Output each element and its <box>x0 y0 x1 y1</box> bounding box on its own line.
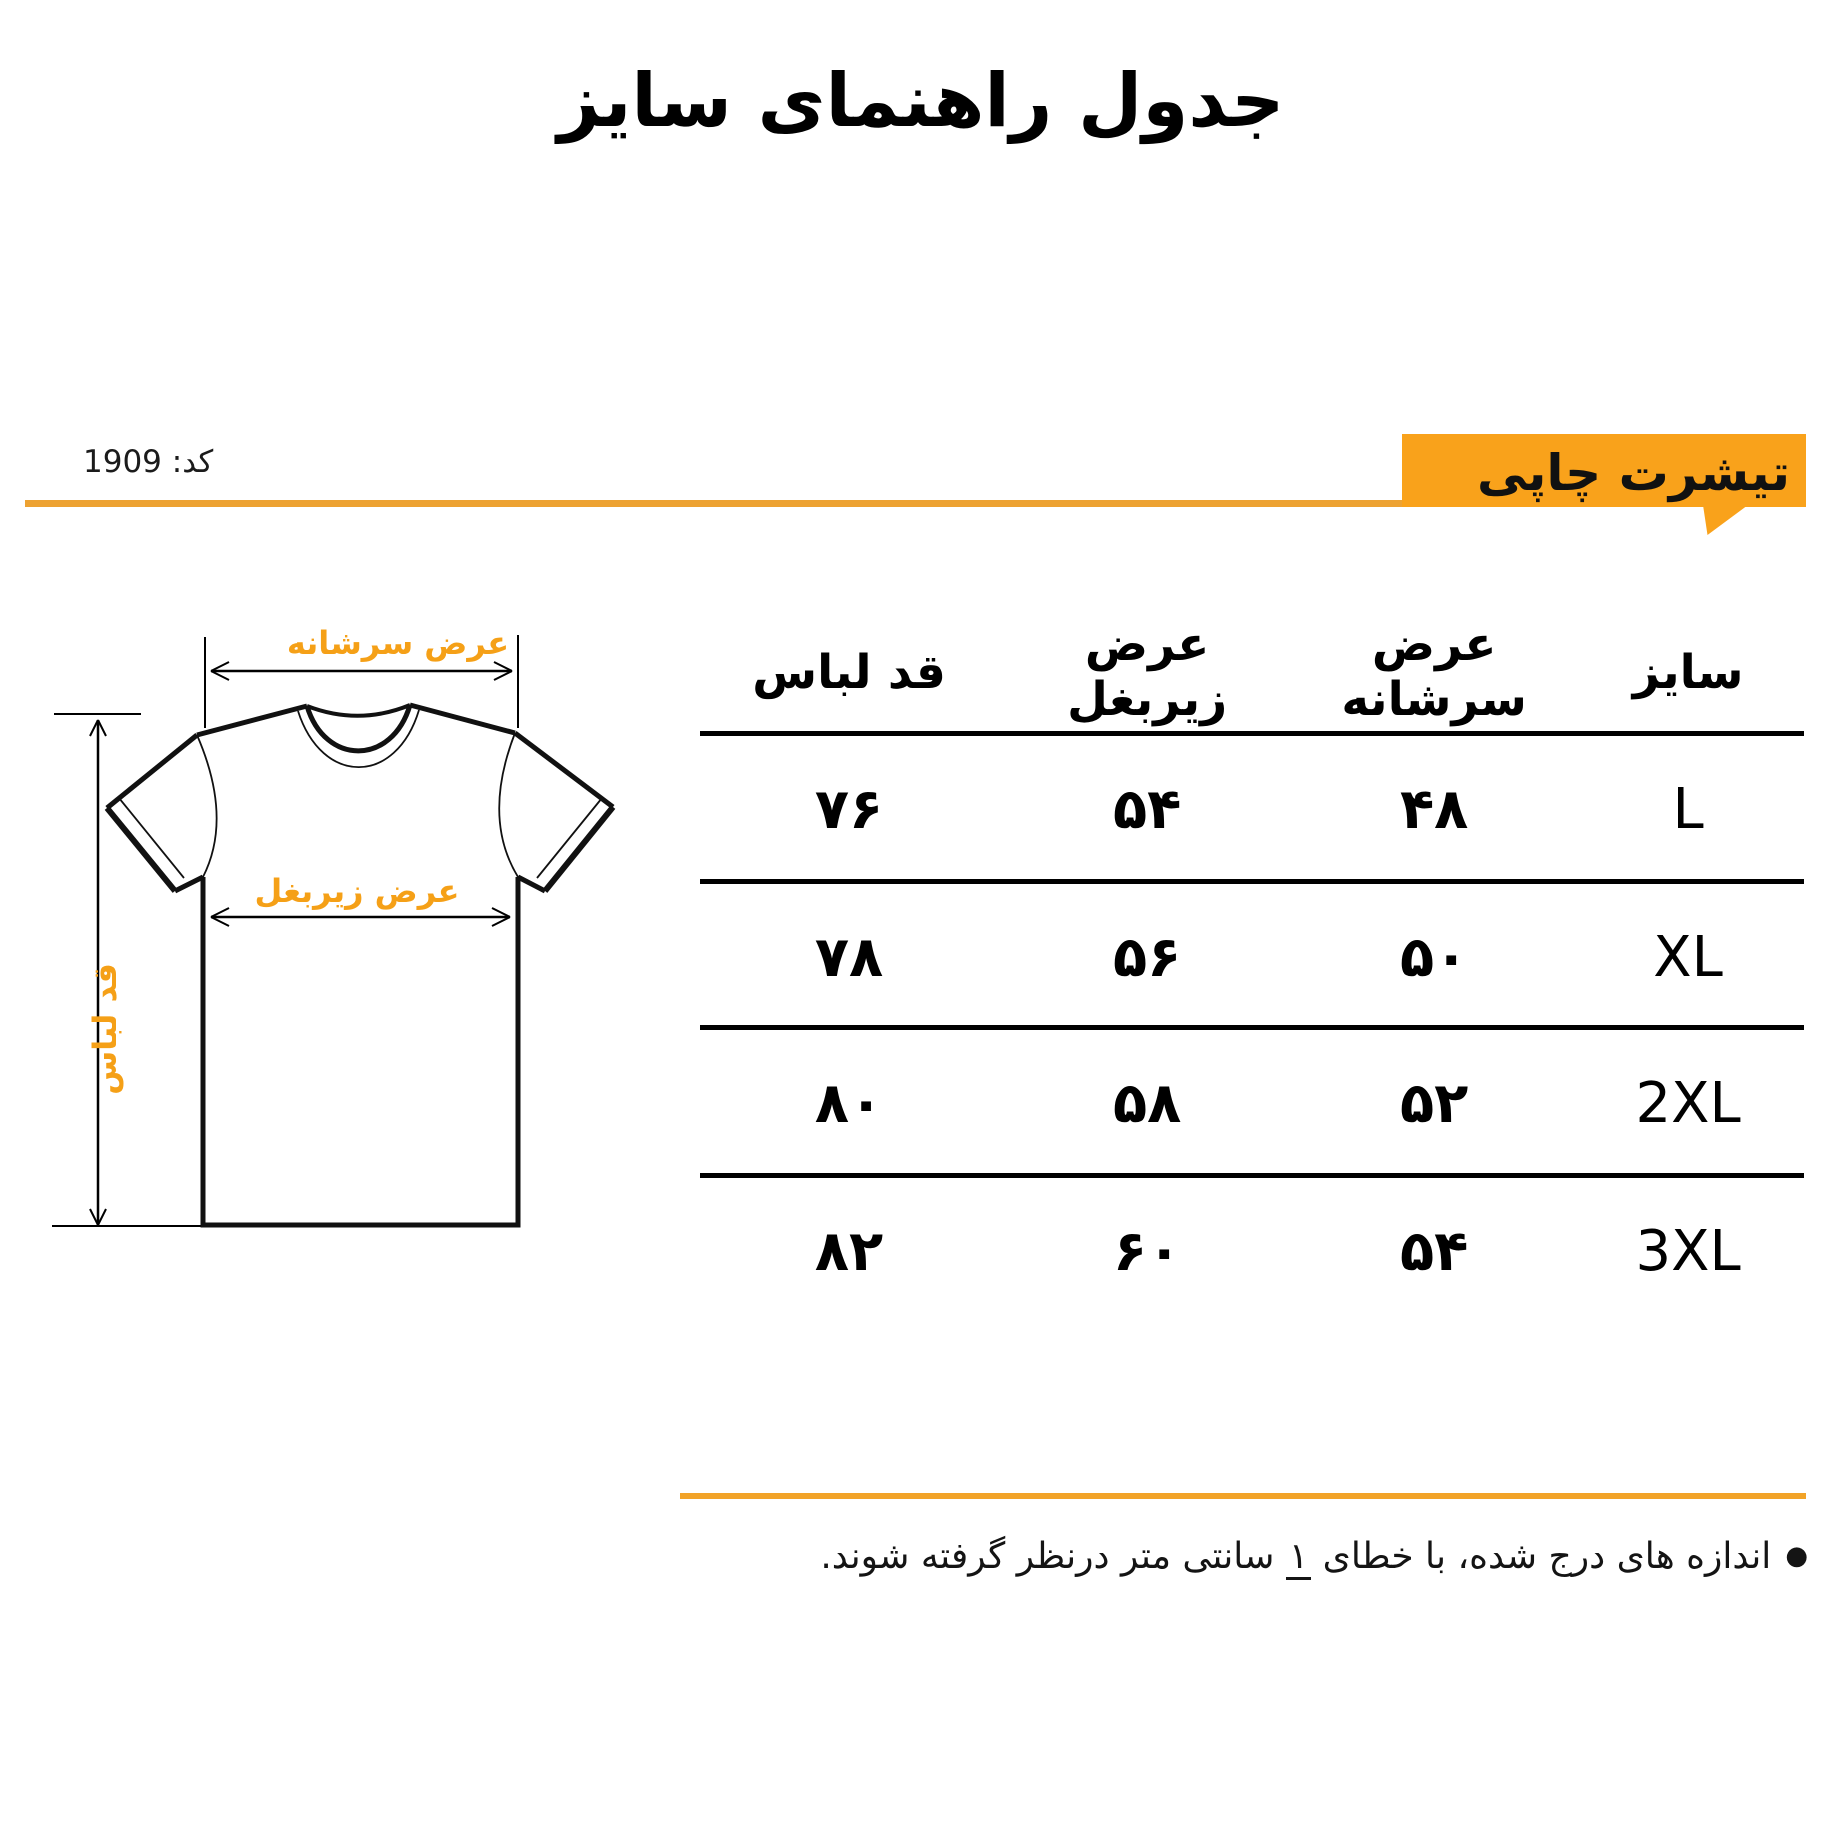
note-text-after: سانتی متر درنظر گرفته شوند. <box>820 1536 1286 1577</box>
table-row: L ۴۸ ۵۴ ۷۶ <box>700 736 1804 883</box>
header-length: قد لباس <box>752 644 946 700</box>
tshirt-outline-svg <box>52 635 616 1228</box>
table-row: 2XL ۵۲ ۵۸ ۸۰ <box>700 1030 1804 1177</box>
shoulder-value: ۵۰ <box>1399 925 1469 990</box>
tshirt-diagram: عرض سرشانه عرض زیربغل قد لباس <box>30 580 650 1280</box>
shoulder-value: ۵۴ <box>1399 1219 1469 1284</box>
table-row: 3XL ۵۴ ۶۰ ۸۲ <box>700 1178 1804 1325</box>
note-error-value: ۱ <box>1285 1536 1312 1580</box>
table-divider <box>700 1025 1804 1030</box>
page-title: جدول راهنمای سایز <box>557 58 1285 144</box>
garment-length-label: قد لباس <box>86 963 124 1095</box>
size-value: L <box>1672 777 1704 842</box>
size-value: 2XL <box>1635 1071 1741 1136</box>
table-row: XL ۵۰ ۵۶ ۷۸ <box>700 884 1804 1031</box>
product-banner: تیشرت چاپی <box>1402 434 1806 507</box>
table-divider <box>700 879 1804 884</box>
product-banner-label: تیشرت چاپی <box>1477 444 1790 502</box>
product-code: کد: 1909 <box>83 444 214 480</box>
underarm-value: ۵۴ <box>1112 777 1182 842</box>
header-shoulder: عرض سرشانه <box>1341 617 1527 727</box>
shoulder-value: ۴۸ <box>1399 777 1469 842</box>
table-header-row: سایز عرض سرشانه عرض زیربغل قد لباس <box>700 616 1804 728</box>
shoulder-width-label: عرض سرشانه <box>286 624 510 662</box>
underarm-value: ۶۰ <box>1112 1219 1182 1284</box>
size-value: XL <box>1653 925 1723 990</box>
tolerance-note: ● اندازه های درج شده، با خطای ۱ سانتی متر… <box>820 1536 1808 1580</box>
underarm-width-label: عرض زیربغل <box>254 872 460 910</box>
length-value: ۷۶ <box>814 777 884 842</box>
header-underarm: عرض زیربغل <box>1067 617 1228 727</box>
length-value: ۷۸ <box>814 925 884 990</box>
length-value: ۸۲ <box>814 1219 884 1284</box>
table-divider <box>700 731 1804 736</box>
underarm-value: ۵۸ <box>1112 1071 1182 1136</box>
header-size: سایز <box>1632 644 1744 700</box>
bullet-icon: ● <box>1785 1541 1808 1571</box>
banner-tail <box>1703 505 1748 535</box>
table-divider <box>700 1173 1804 1178</box>
note-rule <box>680 1493 1806 1499</box>
note-text-before: اندازه های درج شده، با خطای <box>1311 1536 1772 1577</box>
length-value: ۸۰ <box>814 1071 884 1136</box>
shoulder-value: ۵۲ <box>1399 1071 1469 1136</box>
header-rule <box>25 500 1402 507</box>
underarm-value: ۵۶ <box>1112 925 1182 990</box>
size-value: 3XL <box>1635 1219 1741 1284</box>
